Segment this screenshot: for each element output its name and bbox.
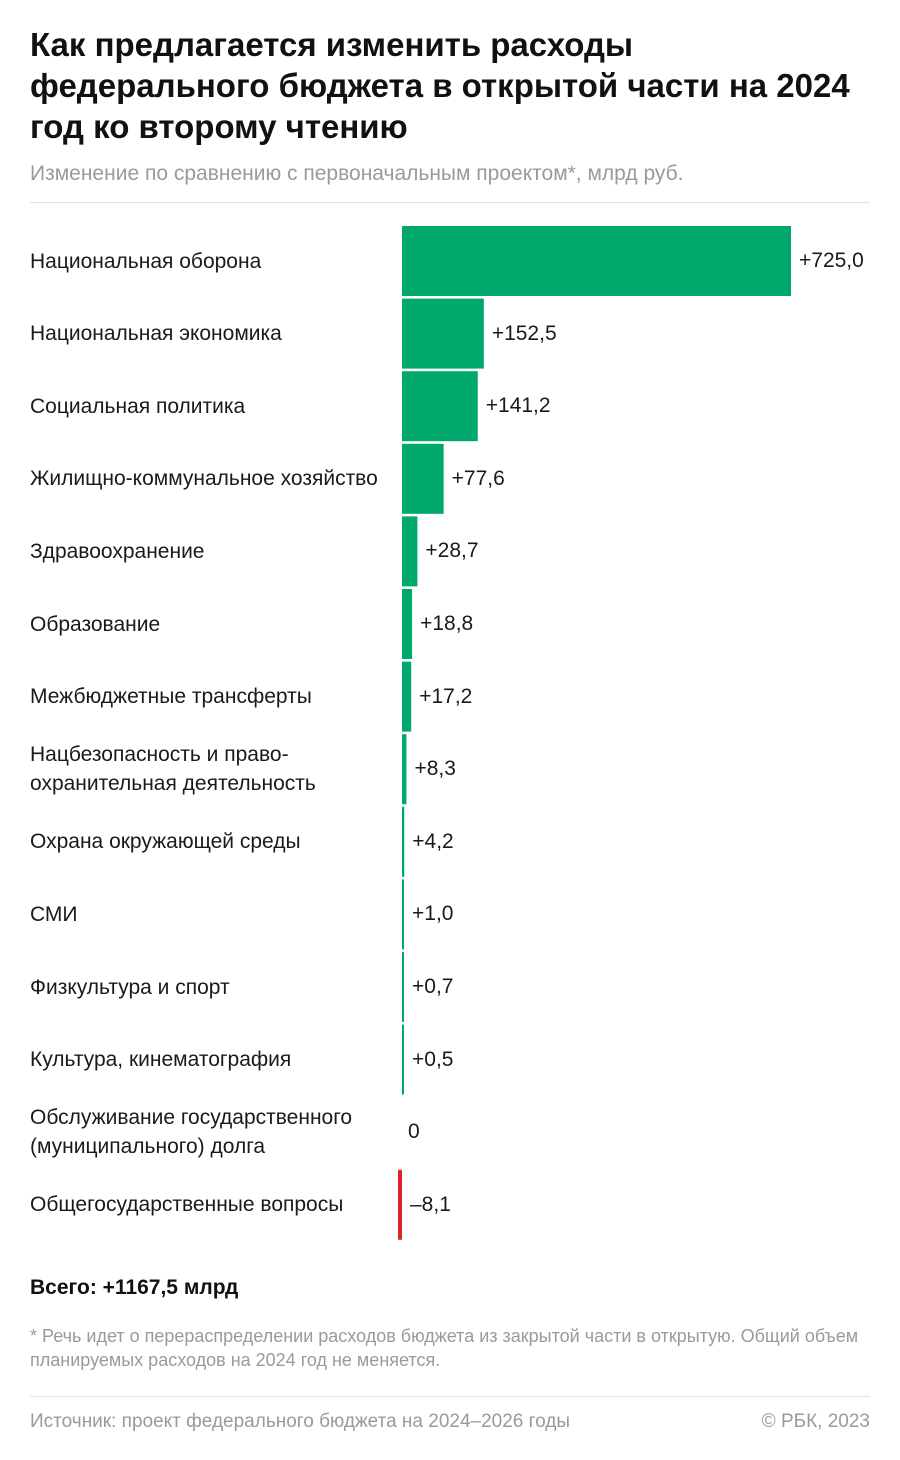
- bar: [402, 952, 404, 1022]
- category-label: Общегосударственные вопросы: [30, 1193, 344, 1217]
- category-label: Здравоохранение: [30, 539, 205, 563]
- bar: [402, 879, 404, 950]
- value-label: +4,2: [412, 829, 454, 853]
- category-label: Образование: [30, 612, 161, 636]
- value-label: +152,5: [491, 321, 557, 345]
- category-label: Жилищно-коммунальное хозяйство: [30, 467, 378, 491]
- value-label: 0: [408, 1120, 420, 1144]
- value-label: +28,7: [425, 539, 479, 563]
- bar: [402, 371, 478, 442]
- category-label: Социальная политика: [30, 394, 246, 418]
- value-label: +17,2: [419, 684, 473, 708]
- value-label: +141,2: [485, 394, 551, 418]
- bar: [402, 589, 413, 659]
- bar: [402, 443, 444, 514]
- category-label: Физкультура и спорт: [30, 975, 230, 999]
- category-label: Обслуживание государственного (муниципал…: [30, 1106, 353, 1159]
- category-label: Охрана окружающей среды: [30, 830, 301, 854]
- category-label: СМИ: [30, 902, 78, 926]
- bar: [402, 661, 412, 732]
- source-label: Источник: проект федерального бюджета на…: [30, 1411, 571, 1432]
- bar: [402, 734, 407, 805]
- bar: [402, 298, 484, 369]
- footnote: * Речь идет о перераспределении расходов…: [30, 1326, 859, 1370]
- bottom-divider: [30, 1396, 870, 1397]
- category-label: Межбюджетные трансферты: [30, 685, 312, 709]
- value-label: +77,6: [451, 466, 505, 490]
- category-label: Национальная экономика: [30, 322, 282, 346]
- value-label: –8,1: [410, 1192, 451, 1216]
- category-label: Культура, кинематография: [30, 1048, 292, 1072]
- value-label: +0,7: [412, 975, 454, 998]
- category-label: Национальная оборона: [30, 249, 262, 273]
- bar: [402, 226, 791, 296]
- value-label: +18,8: [420, 612, 474, 635]
- value-label: +1,0: [412, 902, 454, 926]
- bar: [402, 1024, 404, 1095]
- value-label: +725,0: [799, 249, 864, 272]
- category-label: Нацбезопасность и право-охранительная де…: [30, 743, 316, 796]
- value-label: +0,5: [412, 1047, 454, 1071]
- bar: [402, 806, 405, 877]
- top-divider: [30, 202, 870, 203]
- chart-subtitle: Изменение по сравнению с первоначальным …: [30, 162, 684, 185]
- copyright-label: © РБК, 2023: [761, 1411, 870, 1432]
- chart-title: Как предлагается изменить расходы федера…: [30, 26, 850, 145]
- bar: [402, 516, 418, 587]
- value-label: +8,3: [414, 757, 456, 781]
- total-label: Всего: +1167,5 млрд: [30, 1276, 239, 1299]
- bar: [398, 1169, 402, 1240]
